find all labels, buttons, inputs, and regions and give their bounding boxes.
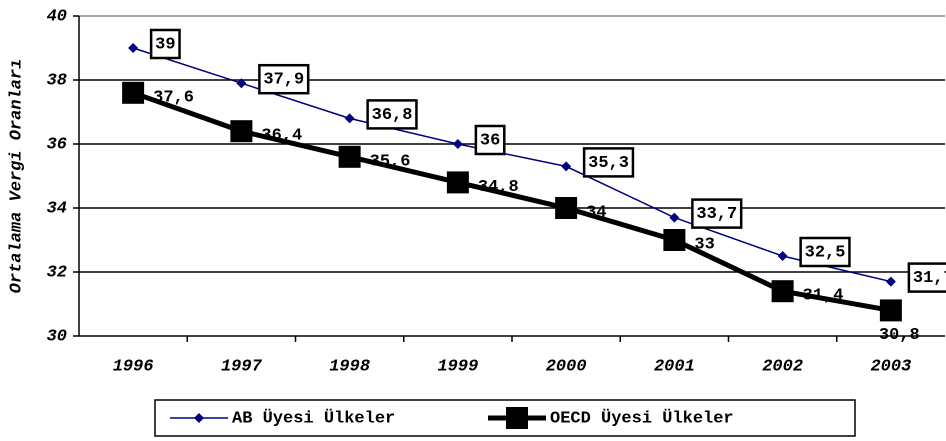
marker	[669, 212, 680, 223]
y-tick-label: 40	[47, 7, 67, 26]
y-tick-label: 32	[47, 263, 67, 282]
y-tick-label: 36	[47, 135, 67, 154]
data-label: 37,6	[153, 88, 194, 107]
legend-label: OECD Üyesi Ülkeler	[550, 408, 734, 428]
legend-marker	[506, 407, 528, 429]
data-label: 32,5	[805, 243, 846, 262]
data-label-box	[366, 99, 418, 130]
y-tick-label: 30	[47, 327, 67, 346]
legend-marker	[194, 413, 204, 423]
x-tick-label: 1998	[329, 357, 370, 376]
y-tick-label: 38	[47, 71, 67, 90]
data-label-box	[907, 262, 946, 293]
data-label: 36,8	[372, 106, 413, 125]
data-label-box	[149, 28, 181, 60]
marker	[885, 276, 896, 287]
marker	[128, 43, 139, 53]
data-label: 36,4	[261, 127, 302, 146]
marker	[230, 120, 253, 143]
data-label: 39	[155, 35, 175, 54]
y-tick-label: 34	[47, 199, 67, 218]
marker	[771, 280, 794, 303]
legend-label: AB Üyesi Ülkeler	[232, 408, 395, 428]
x-tick-label: 1997	[221, 357, 263, 376]
marker	[446, 171, 469, 194]
data-label-box	[258, 63, 310, 95]
data-label: 34,8	[478, 178, 519, 197]
y-axis-label: Ortalama Vergi Oranları	[7, 59, 26, 294]
marker	[338, 145, 361, 168]
series-line	[132, 90, 892, 313]
data-label: 30,8	[879, 326, 920, 345]
x-tick-label: 1999	[437, 357, 478, 376]
data-label: 35,6	[370, 152, 411, 171]
data-label-box	[691, 198, 743, 229]
data-label-box	[799, 236, 851, 268]
marker	[122, 81, 145, 104]
data-label: 33,7	[696, 205, 737, 224]
marker	[452, 139, 463, 149]
x-tick-label: 2002	[762, 357, 803, 376]
marker	[561, 161, 572, 172]
data-label: 33	[694, 235, 714, 254]
x-tick-label: 2000	[546, 357, 587, 376]
series-line	[132, 47, 892, 283]
data-label: 37,9	[263, 71, 304, 90]
x-tick-label: 1996	[113, 357, 154, 376]
data-label: 35,3	[588, 154, 629, 173]
marker	[663, 229, 686, 251]
marker	[344, 113, 355, 124]
data-label: 31,7	[913, 269, 946, 288]
x-tick-label: 2003	[870, 357, 911, 376]
data-label: 31,4	[803, 287, 844, 306]
data-label: 34	[586, 203, 606, 222]
marker	[555, 197, 578, 219]
data-label-box	[474, 124, 506, 156]
marker	[879, 299, 902, 322]
marker	[777, 251, 788, 261]
data-label-box	[582, 147, 635, 178]
marker	[236, 78, 247, 89]
x-tick-label: 2001	[654, 357, 695, 376]
data-label: 36	[480, 131, 500, 150]
